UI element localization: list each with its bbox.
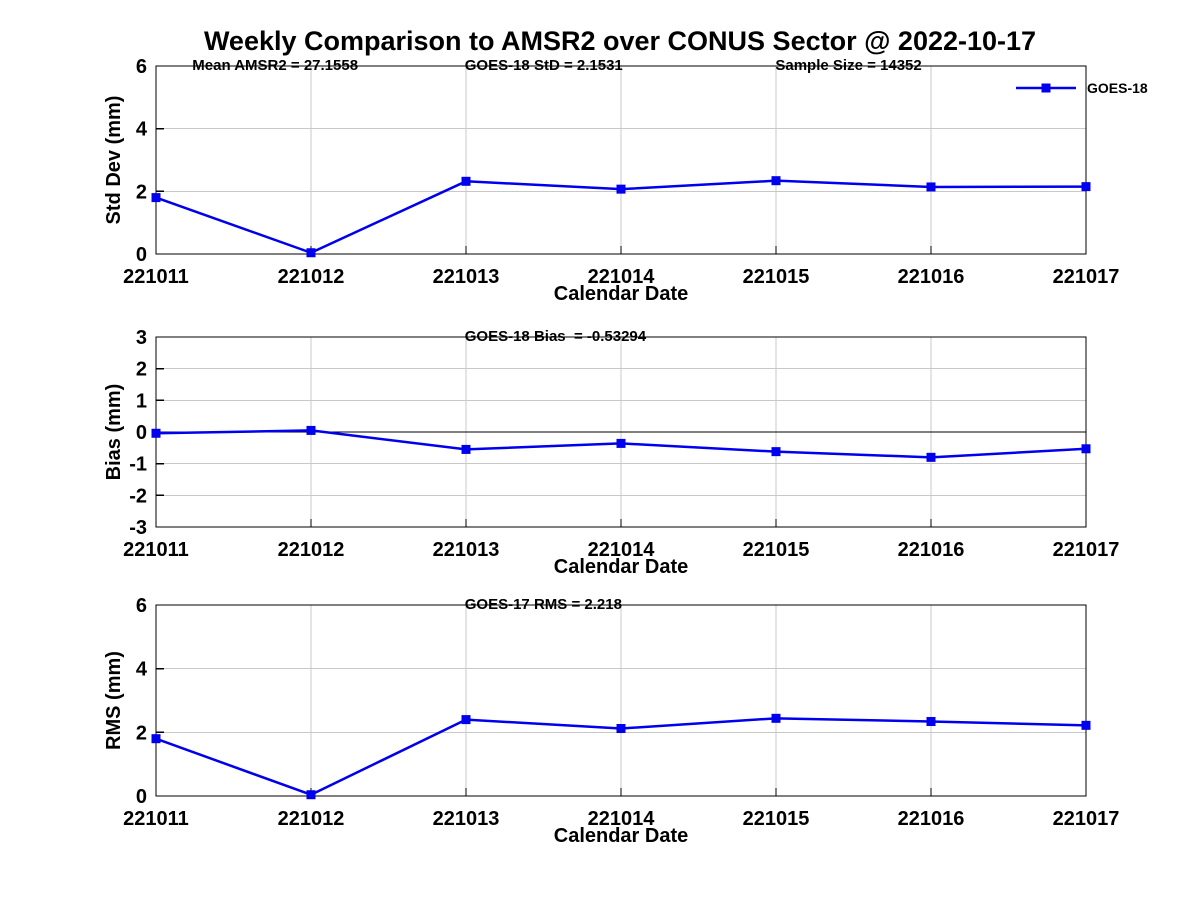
data-point-marker	[1081, 444, 1091, 454]
x-tick-label: 221015	[743, 539, 810, 561]
data-point-marker	[926, 452, 936, 462]
legend-label: GOES-18	[1087, 80, 1148, 96]
x-tick-label: 221017	[1053, 539, 1120, 561]
figure-title: Weekly Comparison to AMSR2 over CONUS Se…	[204, 26, 1036, 56]
legend-marker	[1041, 83, 1051, 93]
x-tick-label: 221014	[588, 808, 656, 830]
y-tick-label: 2	[136, 181, 147, 203]
data-point-marker	[461, 444, 471, 454]
subplot-rms-mm: 0 2 4 6 221011 221012 221013 221014 221015 221016…	[103, 595, 1119, 847]
x-tick-label: 221013	[433, 808, 500, 830]
x-tick-label: 221011	[123, 539, 189, 561]
x-axis-label: Calendar Date	[554, 825, 689, 847]
data-point-marker	[771, 447, 781, 457]
data-point-marker	[151, 734, 161, 744]
annotation-text: Sample Size = 14352	[775, 57, 921, 74]
x-tick-label: 221011	[123, 808, 189, 830]
x-tick-label: 221013	[433, 539, 500, 561]
annotation-text: Mean AMSR2 = 27.1558	[192, 57, 358, 74]
subplot-std-dev-mm: 0 2 4 6 221011 221012 221013 221014 221015 221016…	[103, 56, 1148, 305]
x-tick-label: 221012	[278, 539, 345, 561]
y-tick-label: -2	[129, 485, 147, 507]
data-point-marker	[306, 248, 316, 258]
x-tick-label: 221017	[1053, 266, 1120, 288]
y-tick-label: 6	[136, 56, 147, 78]
data-point-marker	[461, 715, 471, 725]
data-point-marker	[461, 176, 471, 186]
x-tick-label: 221014	[588, 539, 656, 561]
y-tick-label: 2	[136, 722, 147, 744]
y-axis-label: RMS (mm)	[103, 651, 125, 750]
y-tick-label: 2	[136, 359, 147, 381]
data-point-marker	[926, 717, 936, 727]
y-tick-label: 4	[136, 659, 148, 681]
x-axis-label: Calendar Date	[554, 283, 689, 305]
data-point-marker	[616, 438, 626, 448]
x-tick-label: 221015	[743, 266, 810, 288]
annotation-text: GOES-18 Bias = -0.53294	[465, 328, 647, 345]
y-axis-label: Std Dev (mm)	[103, 96, 125, 225]
x-axis-label: Calendar Date	[554, 556, 689, 578]
x-tick-label: 221016	[898, 539, 965, 561]
x-tick-label: 221017	[1053, 808, 1120, 830]
data-point-marker	[306, 790, 316, 800]
annotation-text: GOES-18 StD = 2.1531	[465, 57, 623, 74]
data-point-marker	[1081, 182, 1091, 192]
y-tick-label: 0	[136, 244, 147, 266]
x-tick-label: 221015	[743, 808, 810, 830]
y-tick-label: 6	[136, 595, 147, 617]
y-tick-label: 1	[136, 390, 147, 412]
annotation-text: GOES-17 RMS = 2.218	[465, 596, 622, 613]
y-tick-label: -3	[129, 517, 147, 539]
subplot-bias-mm: -3 -2 -1 0 1 2 3 221011 221012 221013 221014 221015…	[103, 327, 1119, 578]
y-tick-label: 3	[136, 327, 147, 349]
charts-root: 0 2 4 6 221011 221012 221013 221014 221015 221016…	[103, 56, 1148, 847]
y-tick-label: -1	[129, 454, 147, 476]
data-point-marker	[771, 713, 781, 723]
x-tick-label: 221014	[588, 266, 656, 288]
data-point-marker	[616, 724, 626, 734]
x-tick-label: 221012	[278, 266, 345, 288]
y-tick-label: 4	[136, 119, 148, 141]
y-axis-label: Bias (mm)	[103, 384, 125, 481]
data-point-marker	[151, 193, 161, 203]
data-point-marker	[926, 182, 936, 192]
x-tick-label: 221011	[123, 266, 189, 288]
data-point-marker	[771, 176, 781, 186]
x-tick-label: 221012	[278, 808, 345, 830]
y-tick-label: 0	[136, 422, 147, 444]
x-tick-label: 221016	[898, 266, 965, 288]
data-point-marker	[151, 428, 161, 438]
data-point-marker	[616, 184, 626, 194]
x-tick-label: 221016	[898, 808, 965, 830]
data-point-marker	[1081, 720, 1091, 730]
data-point-marker	[306, 425, 316, 435]
x-tick-label: 221013	[433, 266, 500, 288]
y-tick-label: 0	[136, 786, 147, 808]
